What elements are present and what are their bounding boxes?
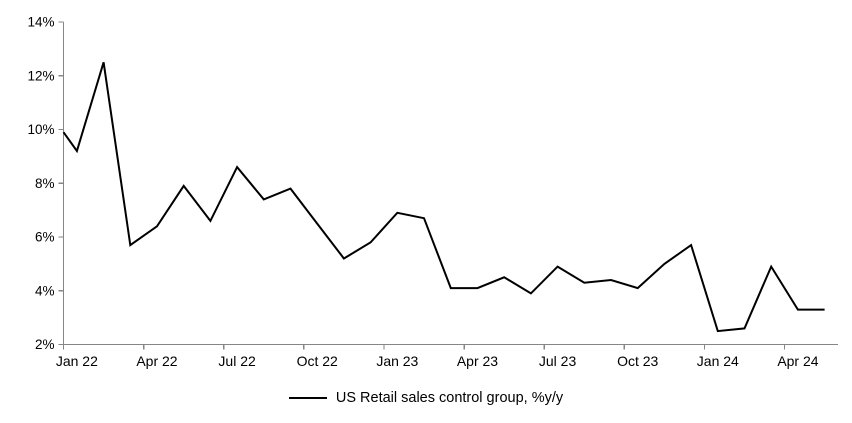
legend-label: US Retail sales control group, %y/y — [335, 390, 564, 406]
y-tick-label: 14% — [27, 15, 54, 30]
y-tick-label: 6% — [35, 230, 55, 245]
x-tick-label: Apr 23 — [457, 353, 498, 369]
x-tick-label: Jul 23 — [539, 353, 577, 369]
x-tick-label: Apr 24 — [777, 353, 818, 369]
x-tick-label: Oct 22 — [297, 353, 338, 369]
x-tick-label: Apr 22 — [136, 353, 177, 369]
x-tick-label: Jan 24 — [697, 353, 739, 369]
x-tick-label: Jan 22 — [56, 353, 98, 369]
y-tick-label: 12% — [27, 68, 54, 83]
y-tick-label: 4% — [35, 283, 55, 298]
chart-canvas: 2% 4% 6% 8% 10% 12% 14% Jan 22 Apr 22 Jul 22 Oct 2… — [27, 15, 838, 369]
x-tick-label: Oct 23 — [617, 353, 658, 369]
x-tick-label: Jul 22 — [218, 353, 256, 369]
y-tick-label: 10% — [27, 122, 54, 137]
legend: US Retail sales control group, %y/y — [0, 388, 852, 408]
y-tick-label: 2% — [35, 337, 55, 352]
x-tick-label: Jan 23 — [376, 353, 418, 369]
legend-line-swatch — [288, 397, 327, 399]
y-tick-label: 8% — [35, 176, 55, 191]
data-line-us-retail-control — [62, 62, 825, 333]
